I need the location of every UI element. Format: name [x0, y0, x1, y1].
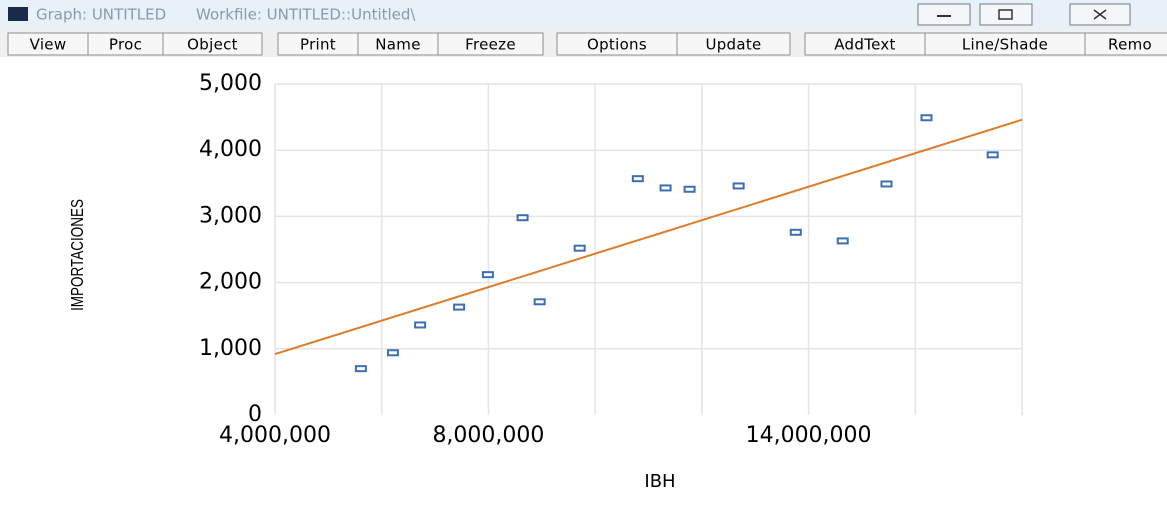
toolbar-button[interactable]	[437, 32, 544, 56]
y-tick-label: 5,000	[199, 71, 262, 96]
scatter-point	[880, 180, 893, 188]
toolbar-button-label: Line/Shade	[962, 36, 1048, 54]
y-tick-label: 1,000	[199, 336, 262, 361]
toolbar-button-label: Freeze	[465, 36, 516, 54]
toolbar-button-label: Update	[705, 36, 761, 54]
y-tick-label: 3,000	[199, 203, 262, 228]
scatter-point	[481, 271, 494, 279]
toolbar-button-label: Proc	[109, 36, 142, 54]
app-icon	[8, 7, 28, 21]
y-axis-label: IMPORTACIONES	[68, 199, 87, 311]
toolbar-button[interactable]	[1084, 32, 1167, 56]
minimize-button[interactable]	[917, 3, 971, 26]
scatter-point	[414, 321, 427, 329]
y-tick-label: 4,000	[199, 137, 262, 162]
window-title: Graph: UNTITLED	[36, 6, 166, 24]
y-tick-label: 0	[248, 402, 262, 427]
x-tick-label: 14,000,000	[746, 423, 872, 448]
title-bar	[0, 0, 1167, 29]
toolbar-button[interactable]	[162, 32, 263, 56]
x-tick-label: 8,000,000	[432, 423, 544, 448]
scatter-point	[789, 228, 802, 236]
scatter-point	[986, 151, 999, 159]
scatter-point	[354, 365, 367, 373]
scatter-point	[386, 349, 399, 357]
scatter-point	[516, 214, 529, 222]
toolbar-button-label: AddText	[834, 36, 895, 54]
toolbar-button-label: Remo	[1108, 36, 1152, 54]
toolbar-button-label: Print	[300, 36, 336, 54]
toolbar-button-label: Object	[187, 36, 238, 54]
toolbar-button-label: View	[30, 36, 67, 54]
workfile-title: Workfile: UNTITLED::Untitled\	[196, 6, 416, 24]
toolbar-buttons: View Proc Object Print Name Freeze Options Upda…	[7, 32, 1167, 56]
maximize-icon	[998, 9, 1013, 20]
scatter-point	[683, 185, 696, 193]
y-tick-label: 2,000	[199, 270, 262, 295]
scatter-point	[836, 237, 849, 245]
scatter-point	[631, 175, 644, 183]
toolbar-button[interactable]	[676, 32, 791, 56]
fit-line	[274, 118, 1023, 356]
x-tick-label: 4,000,000	[219, 423, 331, 448]
scatter-point	[732, 182, 745, 190]
window-controls	[917, 3, 1131, 26]
scatter-point	[533, 298, 546, 306]
chart: IBH IMPORTACIONES 4,000,000 8,000,000 14,0…	[68, 71, 1023, 492]
x-axis-label: IBH	[644, 471, 675, 492]
scatter-point	[453, 303, 466, 311]
maximize-button[interactable]	[979, 3, 1033, 26]
close-icon	[1093, 9, 1107, 20]
scatter-point	[573, 244, 586, 252]
scatter-point	[659, 184, 672, 192]
toolbar-button-label: Options	[587, 36, 647, 54]
toolbar-button-label: Name	[375, 36, 420, 54]
scatter-point	[920, 114, 933, 122]
